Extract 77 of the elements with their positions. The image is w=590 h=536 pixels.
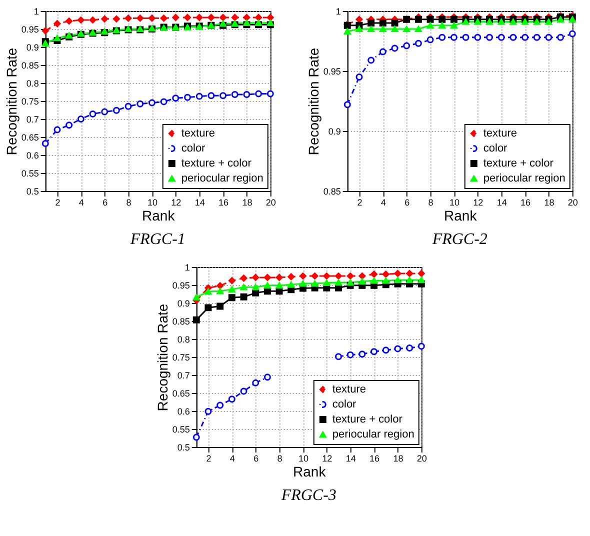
x-tick-label: 4 [230, 454, 235, 464]
x-tick-label: 14 [496, 198, 507, 208]
y-tick-label: 0.9 [328, 126, 341, 136]
y-tick-label: 0.55 [172, 424, 190, 434]
legend-label: periocular region [181, 172, 264, 184]
legend-label: texture + color [332, 414, 403, 426]
y-tick-label: 0.9 [177, 298, 190, 308]
y-tick-label: 0.7 [26, 114, 39, 124]
x-tick-label: 12 [473, 198, 484, 208]
y-tick-label: 0.7 [177, 370, 190, 380]
text: FRGC-2 [431, 231, 488, 248]
legend-label: color [332, 398, 357, 410]
y-tick-label: 0.85 [172, 316, 190, 326]
y-tick-label: 0.95 [172, 280, 190, 290]
x-tick-label: 14 [346, 454, 356, 464]
y-tick-label: 0.85 [323, 186, 341, 196]
y-tick-label: 1 [184, 262, 190, 272]
legend-label: color [181, 142, 206, 154]
legend-label: texture [483, 128, 518, 140]
y-tick-label: 1 [34, 6, 39, 16]
x-tick-label: 4 [78, 198, 84, 208]
y-axis-title: Recognition Rate [3, 48, 20, 156]
x-axis-title: Rank [142, 208, 176, 224]
y-tick-label: 0.95 [323, 66, 341, 76]
x-tick-label: 18 [393, 454, 404, 464]
y-tick-label: 0.75 [21, 96, 39, 106]
x-tick-label: 20 [266, 198, 276, 208]
y-axis-title: Recognition Rate [305, 48, 322, 156]
x-tick-label: 14 [194, 198, 205, 208]
y-tick-label: 0.6 [26, 150, 39, 160]
y-tick-label: 0.65 [172, 388, 190, 398]
x-tick-label: 16 [370, 454, 380, 464]
x-tick-label: 10 [147, 198, 158, 208]
x-tick-label: 2 [55, 198, 60, 208]
x-tick-label: 16 [218, 198, 229, 208]
y-tick-label: 0.9 [26, 42, 39, 52]
x-tick-label: 10 [449, 198, 460, 208]
legend-label: periocular region [483, 172, 566, 184]
x-axis-title: Rank [293, 464, 327, 480]
y-tick-label: 0.85 [21, 60, 39, 70]
y-tick-label: 0.95 [21, 24, 39, 34]
y-tick-label: 0.75 [172, 352, 190, 362]
x-tick-label: 10 [298, 454, 308, 464]
x-tick-label: 4 [380, 198, 386, 208]
x-tick-label: 12 [322, 454, 332, 464]
legend-label: texture [332, 384, 366, 396]
x-tick-label: 6 [102, 198, 108, 208]
y-tick-label: 0.8 [177, 334, 190, 344]
y-tick-label: 0.5 [26, 186, 39, 196]
x-tick-label: 2 [206, 454, 212, 464]
y-tick-label: 0.65 [21, 132, 39, 142]
x-tick-label: 18 [242, 198, 252, 208]
y-tick-label: 0.55 [21, 168, 39, 178]
x-tick-label: 18 [544, 198, 554, 208]
legend-label: color [483, 142, 508, 154]
y-tick-label: 0.6 [177, 406, 190, 416]
x-axis-title: Rank [444, 208, 478, 224]
legend-label: texture + color [181, 158, 252, 170]
y-axis-title: Recognition Rate [154, 304, 170, 412]
x-tick-label: 8 [428, 198, 434, 208]
x-tick-label: 8 [126, 198, 132, 208]
text: FRGC-1 [129, 231, 186, 248]
x-tick-label: 6 [404, 198, 410, 208]
x-tick-label: 2 [357, 198, 362, 208]
x-tick-label: 6 [254, 454, 259, 464]
y-tick-label: 0.5 [177, 442, 190, 452]
legend-label: periocular region [332, 428, 414, 440]
y-tick-label: 1 [336, 6, 341, 16]
x-tick-label: 20 [568, 198, 578, 208]
legend-label: texture [181, 128, 216, 140]
y-tick-label: 0.8 [26, 78, 39, 88]
text: FRGC-3 [280, 487, 336, 504]
x-tick-label: 16 [520, 198, 531, 208]
x-tick-label: 20 [416, 454, 427, 464]
x-tick-label: 8 [277, 454, 282, 464]
legend-label: texture + color [483, 158, 554, 170]
x-tick-label: 12 [171, 198, 182, 208]
